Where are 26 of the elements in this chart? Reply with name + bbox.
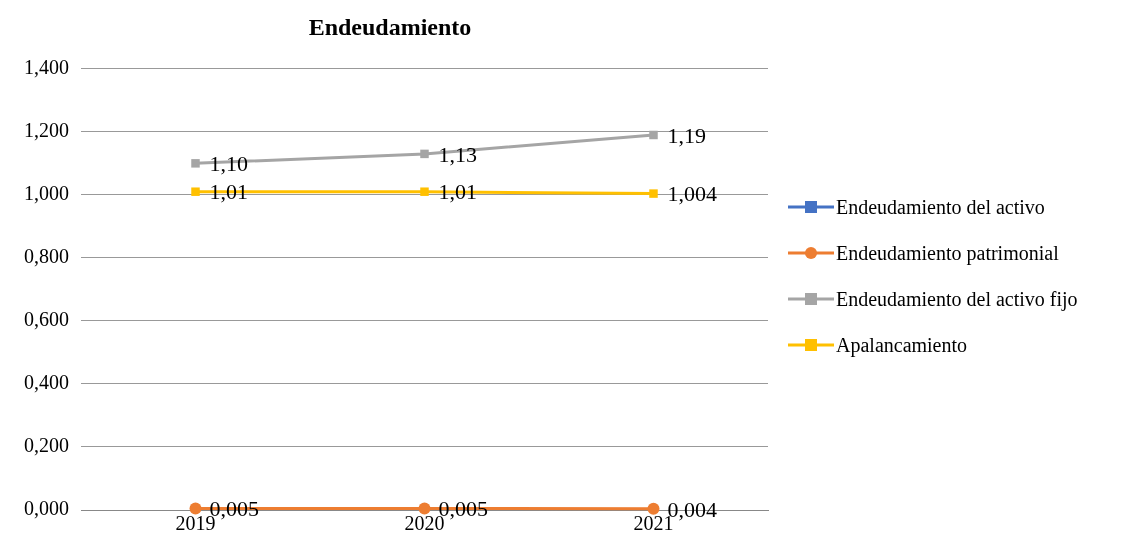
chart-title: Endeudamiento xyxy=(308,13,472,40)
data-label: 1,004 xyxy=(667,181,717,207)
point xyxy=(649,130,658,140)
y-tick-label: 1,000 xyxy=(24,182,69,205)
y-tick-label: 1,200 xyxy=(24,119,69,142)
data-label: 1,19 xyxy=(667,122,706,148)
point xyxy=(191,159,200,168)
y-tick-label: 0,400 xyxy=(24,371,69,394)
point xyxy=(420,149,429,159)
y-tick-label: 0,000 xyxy=(24,497,69,520)
y-tick-label: 1,400 xyxy=(24,56,69,79)
legend-label: Apalancamiento xyxy=(836,333,968,357)
y-tick-label: 0,800 xyxy=(24,245,69,268)
legend-label: Endeudamiento patrimonial xyxy=(836,241,1059,265)
data-label: 1,10 xyxy=(209,151,248,177)
y-tick-label: 0,200 xyxy=(24,434,69,457)
data-label: 1,13 xyxy=(438,141,477,167)
legend-label: Endeudamiento del activo xyxy=(836,195,1045,219)
y-tick-label: 0,600 xyxy=(24,308,69,331)
point xyxy=(649,189,658,198)
point xyxy=(189,502,202,515)
point xyxy=(647,502,660,515)
legend-label: Endeudamiento del activo fijo xyxy=(836,287,1078,311)
point xyxy=(418,502,431,515)
point xyxy=(191,187,200,196)
point xyxy=(420,187,429,196)
